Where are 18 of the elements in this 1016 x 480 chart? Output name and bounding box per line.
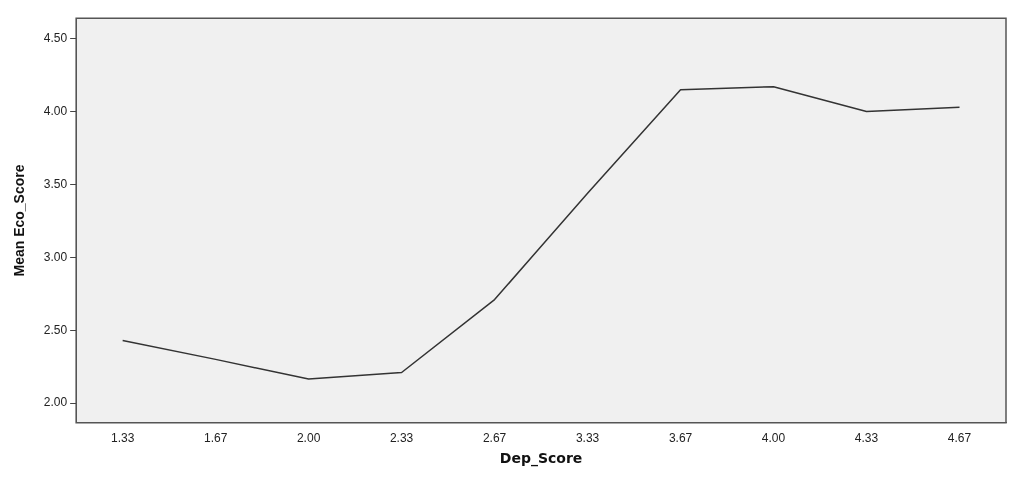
x-axis-title: Dep_Score (499, 450, 583, 468)
x-tick-label: 1.33 (110, 431, 135, 446)
x-tick-label: 1.67 (203, 431, 228, 446)
x-tick-label: 3.33 (575, 431, 600, 446)
x-tick-label: 4.00 (761, 431, 786, 446)
x-tick-label: 2.00 (296, 431, 321, 446)
y-tick-label: 4.00 (43, 103, 68, 118)
x-tick-label: 4.67 (947, 431, 972, 446)
y-tick-label: 2.00 (43, 395, 68, 410)
x-tick-label: 2.67 (482, 431, 507, 446)
y-tick-label: 3.00 (43, 249, 68, 264)
y-axis-title: Mean Eco_Score (11, 164, 28, 277)
y-tick-label: 2.50 (43, 322, 68, 337)
x-tick-label: 3.67 (668, 431, 693, 446)
y-tick-label: 4.50 (43, 30, 68, 45)
y-tick-label: 3.50 (43, 176, 68, 191)
x-tick-label: 4.33 (854, 431, 879, 446)
x-tick-label: 2.33 (389, 431, 414, 446)
